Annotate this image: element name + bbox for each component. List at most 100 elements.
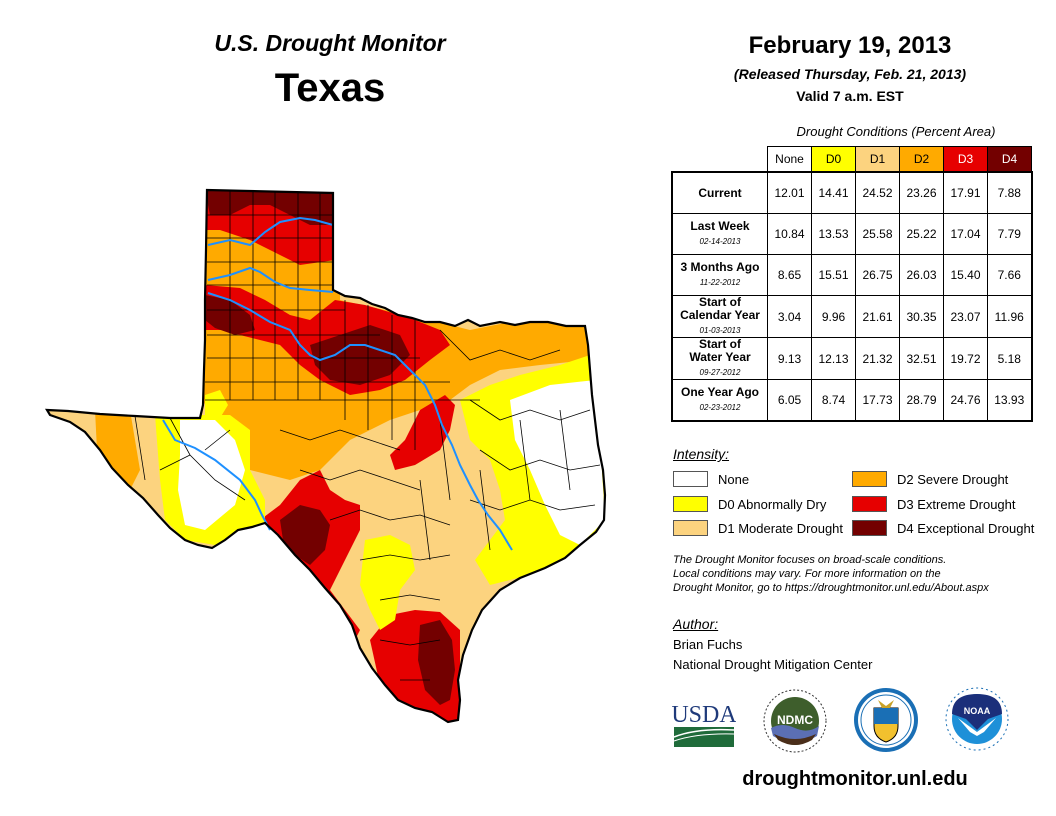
legend-item-d1: D1 Moderate Drought	[673, 520, 843, 536]
legend-item-d0: D0 Abnormally Dry	[673, 496, 826, 512]
row-label-text: 3 Months Ago	[680, 260, 760, 274]
row-label-text-2: Water Year	[689, 350, 751, 364]
table-cell-none: 12.01	[767, 171, 812, 214]
table-cell-d1: 24.52	[855, 171, 900, 214]
region-d2	[95, 410, 140, 490]
canadian-river	[207, 216, 334, 247]
table-cell-d4: 7.66	[987, 254, 1032, 296]
table-cell-d3: 23.07	[943, 295, 988, 338]
noaa-logo-icon: NOAA	[945, 687, 1009, 751]
table-row: Last Week 02-14-2013 10.84 13.53 25.58 25.22 1…	[671, 213, 1032, 255]
table-cell-d4: 7.79	[987, 213, 1032, 255]
row-label: 3 Months Ago 11-22-2012	[671, 254, 768, 296]
table-cell-none: 3.04	[767, 295, 812, 338]
table-cell-d0: 8.74	[811, 379, 856, 422]
table-cell-none: 10.84	[767, 213, 812, 255]
row-date: 09-27-2012	[699, 368, 741, 377]
table-cell-d2: 26.03	[899, 254, 944, 296]
disclaimer-line: Drought Monitor, go to https://droughtmo…	[673, 582, 989, 594]
legend-label: D2 Severe Drought	[897, 471, 1009, 487]
table-cell-d3: 24.76	[943, 379, 988, 422]
region-d4	[310, 325, 410, 385]
column-header-none: None	[767, 146, 812, 173]
table-cell-d1: 26.75	[855, 254, 900, 296]
ndmc-logo-icon: NDMC	[763, 689, 827, 753]
table-row: Start of Water Year 09-27-2012 9.13 12.13 21.…	[671, 337, 1032, 380]
legend-label: D3 Extreme Drought	[897, 496, 1016, 512]
column-header-d1: D1	[855, 146, 900, 173]
column-header-d4: D4	[987, 146, 1032, 173]
author-name: Brian Fuchs	[673, 637, 743, 652]
row-label: One Year Ago 02-23-2012	[671, 379, 768, 422]
table-cell-d2: 28.79	[899, 379, 944, 422]
commerce-seal-icon	[854, 688, 918, 752]
table-cell-d0: 13.53	[811, 213, 856, 255]
legend-swatch-d3	[852, 496, 887, 512]
table-cell-d1: 21.32	[855, 337, 900, 380]
table-row: Start of Calendar Year 01-03-2013 3.04 9.96 2…	[671, 295, 1032, 338]
row-label: Start of Calendar Year 01-03-2013	[671, 295, 768, 338]
table-cell-d3: 15.40	[943, 254, 988, 296]
author-heading: Author:	[673, 616, 719, 632]
table-cell-d3: 17.04	[943, 213, 988, 255]
table-cell-d1: 17.73	[855, 379, 900, 422]
table-caption: Drought Conditions (Percent Area)	[796, 124, 996, 139]
row-label-text: Start of	[699, 295, 741, 309]
map-title: Texas	[274, 66, 386, 110]
table-cell-d3: 17.91	[943, 171, 988, 214]
table-cell-d0: 14.41	[811, 171, 856, 214]
row-label-text-2: Calendar Year	[680, 308, 760, 322]
table-cell-d2: 25.22	[899, 213, 944, 255]
column-header-d3: D3	[943, 146, 988, 173]
row-label-text: One Year Ago	[680, 385, 760, 399]
row-date: 01-03-2013	[699, 326, 741, 335]
row-label: Last Week 02-14-2013	[671, 213, 768, 255]
table-cell-d4: 7.88	[987, 171, 1032, 214]
table-cell-d2: 30.35	[899, 295, 944, 338]
row-date: 02-14-2013	[699, 237, 741, 246]
drought-conditions-table: None D0 D1 D2 D3 D4 Current 12.01 14.41 24.…	[671, 146, 1033, 422]
table-cell-d4: 5.18	[987, 337, 1032, 380]
table-cell-none: 9.13	[767, 337, 812, 380]
table-cell-d2: 32.51	[899, 337, 944, 380]
legend-label: D0 Abnormally Dry	[718, 496, 827, 512]
legend-item-d2: D2 Severe Drought	[852, 471, 1008, 487]
valid-time: Valid 7 a.m. EST	[796, 88, 904, 104]
table-cell-d0: 12.13	[811, 337, 856, 380]
column-header-d0: D0	[811, 146, 856, 173]
red-river-fork	[207, 266, 334, 293]
brazos-river	[207, 292, 513, 551]
legend-item-d3: D3 Extreme Drought	[852, 496, 1016, 512]
legend-swatch-d2	[852, 471, 887, 487]
table-cell-d1: 25.58	[855, 213, 900, 255]
region-d4	[205, 190, 335, 225]
row-label-text: Start of	[699, 337, 741, 351]
map-date: February 19, 2013	[748, 32, 952, 59]
region-d0	[360, 535, 415, 630]
legend-swatch-none	[673, 471, 708, 487]
column-header-d2: D2	[899, 146, 944, 173]
website-link[interactable]: droughtmonitor.unl.edu	[742, 768, 968, 790]
table-row: Current 12.01 14.41 24.52 23.26 17.91 7.88	[671, 171, 1032, 214]
usda-logo-icon: USDA	[672, 702, 736, 747]
legend-title: Intensity:	[673, 446, 730, 462]
legend-item-none: None	[673, 471, 749, 487]
pecos-river	[162, 419, 271, 531]
author-organization: National Drought Mitigation Center	[673, 657, 873, 672]
rivers	[162, 216, 513, 551]
header-spacer	[672, 147, 768, 173]
row-label: Start of Water Year 09-27-2012	[671, 337, 768, 380]
disclaimer-line: The Drought Monitor focuses on broad-sca…	[673, 554, 947, 566]
table-cell-d0: 9.96	[811, 295, 856, 338]
legend-item-d4: D4 Exceptional Drought	[852, 520, 1034, 536]
disclaimer-line: Local conditions may vary. For more info…	[673, 568, 941, 580]
region-d4	[418, 620, 455, 705]
legend-swatch-d0	[673, 496, 708, 512]
ndmc-logo-text: NDMC	[777, 713, 813, 727]
row-label-text: Last Week	[690, 219, 750, 233]
legend-label: D4 Exceptional Drought	[897, 520, 1035, 536]
table-cell-d2: 23.26	[899, 171, 944, 214]
texas-drought-map	[45, 188, 607, 724]
region-none	[510, 380, 605, 545]
legend-swatch-d1	[673, 520, 708, 536]
